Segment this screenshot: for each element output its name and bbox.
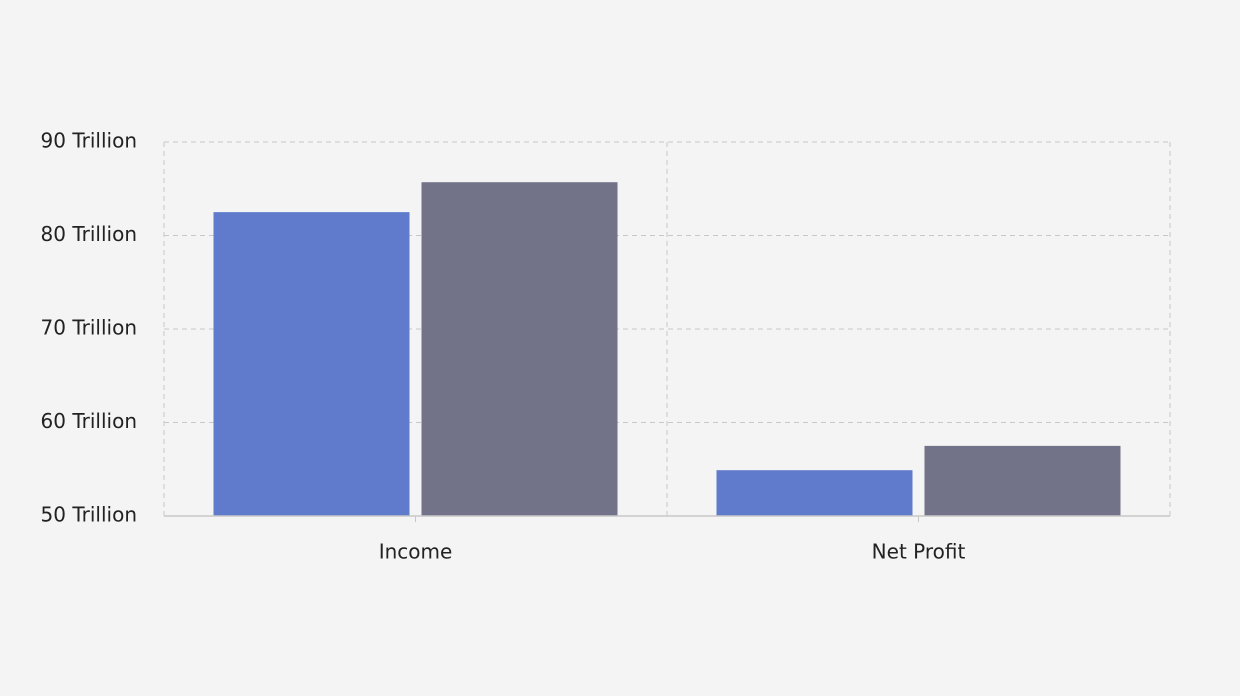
bar xyxy=(716,470,913,516)
y-tick-label: 80 Trillion xyxy=(41,222,137,246)
bar xyxy=(421,182,618,516)
x-tick-label: Net Profit xyxy=(872,540,966,564)
y-tick-label: 50 Trillion xyxy=(41,503,137,527)
bar xyxy=(924,445,1121,516)
y-tick-label: 70 Trillion xyxy=(41,316,137,340)
y-tick-label: 90 Trillion xyxy=(41,129,137,153)
bar xyxy=(213,212,410,516)
y-tick-label: 60 Trillion xyxy=(41,409,137,433)
x-tick-label: Income xyxy=(379,540,453,564)
